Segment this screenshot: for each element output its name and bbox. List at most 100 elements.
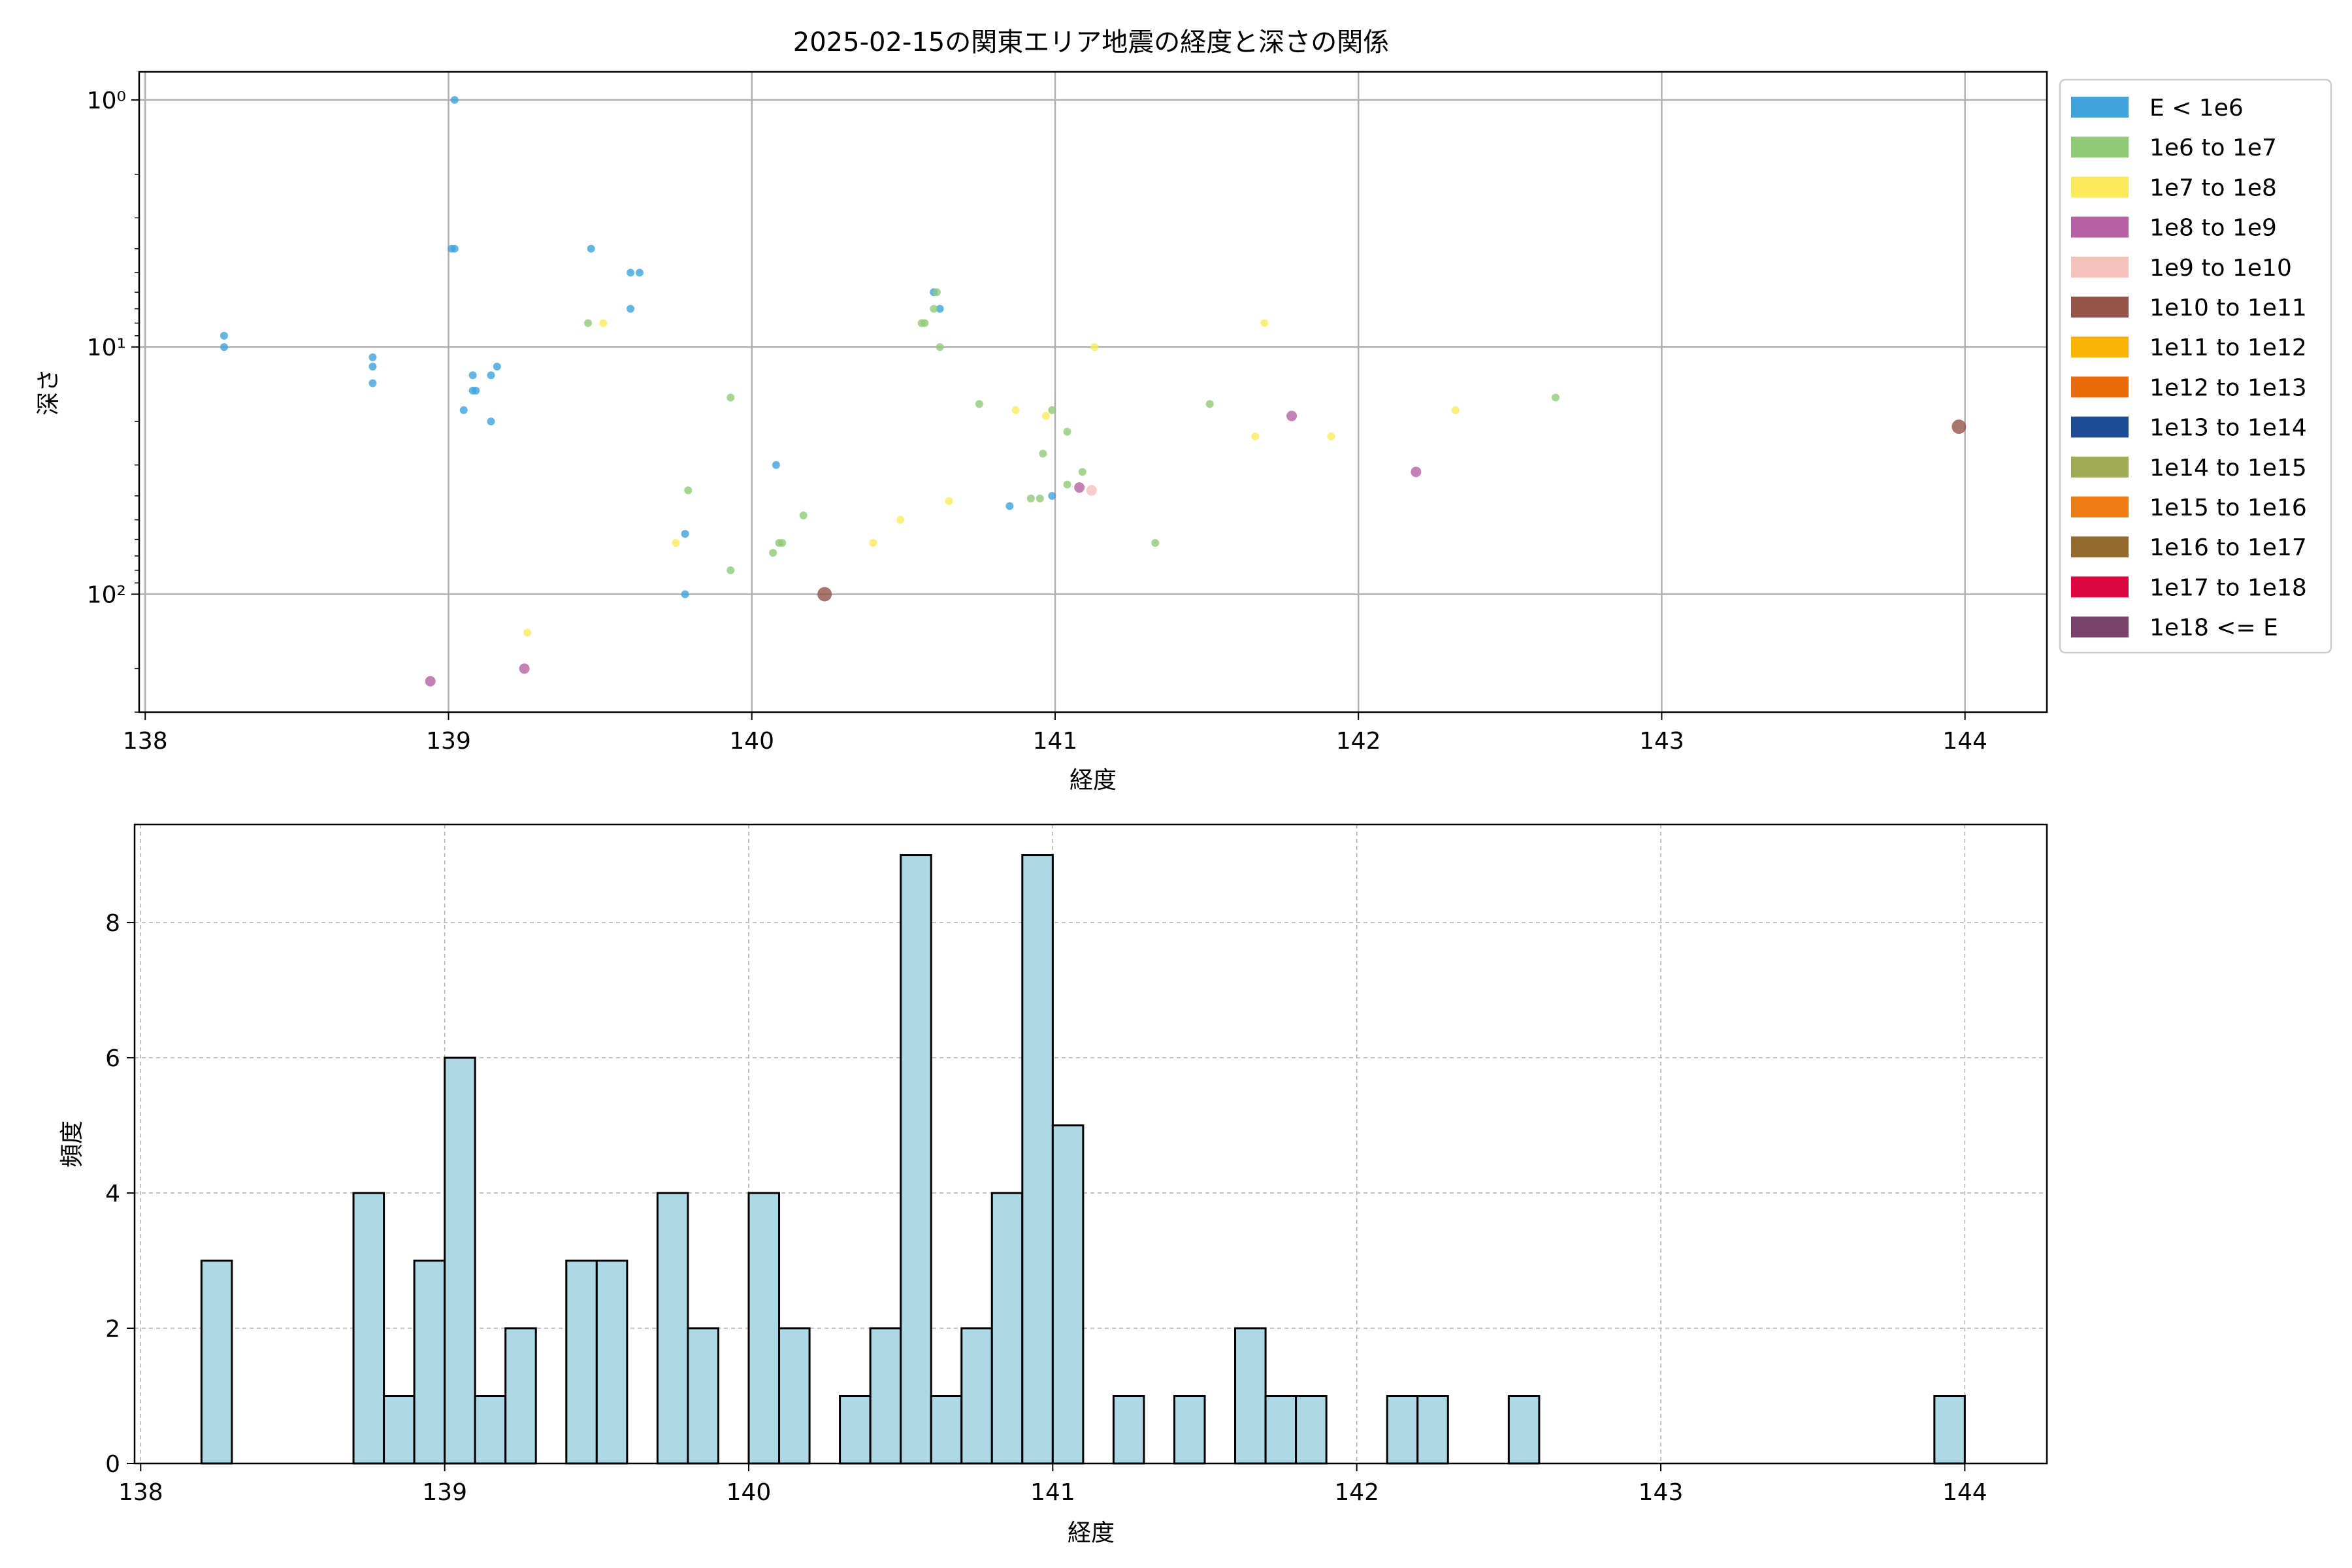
legend-swatch — [2071, 456, 2129, 478]
scatter-panel: 138 139 140 141 142 143 144 10⁰ 10¹ 10² 経度 深さ — [35, 71, 2048, 794]
histogram-bar — [1386, 1395, 1419, 1465]
scatter-x-tick-label: 139 — [426, 728, 471, 755]
legend-label: 1e6 to 1e7 — [2149, 135, 2277, 161]
scatter-point — [684, 486, 693, 495]
scatter-point — [1005, 502, 1014, 510]
scatter-point — [1260, 319, 1269, 327]
scatter-point — [1026, 495, 1035, 503]
legend-label: E < 1e6 — [2149, 95, 2244, 122]
histogram-bar — [839, 1395, 872, 1465]
scatter-point — [599, 319, 608, 327]
legend-label: 1e17 to 1e18 — [2149, 574, 2307, 601]
scatter-y-axis-label: 深さ — [35, 368, 62, 416]
scatter-point — [1086, 485, 1097, 496]
legend-swatch — [2071, 216, 2129, 238]
histogram-bar — [1234, 1327, 1267, 1465]
scatter-point — [368, 353, 377, 361]
scatter-point — [487, 371, 495, 380]
scatter-point — [1048, 491, 1056, 500]
scatter-point — [1551, 393, 1560, 402]
scatter-point — [1063, 480, 1071, 489]
scatter-gridlines — [139, 72, 2047, 712]
histogram-bar — [413, 1260, 446, 1465]
scatter-point — [1090, 343, 1099, 351]
scatter-y-tick-label: 10¹ — [87, 335, 126, 361]
histogram-x-tick-label: 144 — [1942, 1479, 1987, 1506]
scatter-point — [681, 530, 689, 538]
scatter-point — [772, 461, 780, 469]
histogram-bar — [595, 1260, 629, 1465]
histogram-x-tick-label: 142 — [1334, 1479, 1379, 1506]
scatter-point — [936, 343, 944, 351]
histogram-y-tick-label: 8 — [105, 910, 120, 937]
scatter-point — [769, 549, 777, 557]
histogram-bars — [200, 854, 1966, 1465]
legend-label: 1e11 to 1e12 — [2149, 335, 2307, 361]
scatter-point — [468, 371, 477, 380]
scatter-points — [220, 95, 1967, 687]
histogram-bar — [352, 1192, 385, 1465]
histogram-bar — [778, 1327, 811, 1465]
histogram-axes-frame — [133, 823, 2048, 1465]
histogram-bar — [960, 1327, 993, 1465]
legend-label: 1e13 to 1e14 — [2149, 415, 2307, 442]
figure-title: 2025-02-15の関東エリア地震の経度と深さの関係 — [793, 27, 1389, 57]
scatter-x-tick-label: 144 — [1942, 728, 1987, 755]
histogram-y-tick-label: 6 — [105, 1045, 120, 1072]
scatter-point — [519, 663, 530, 674]
scatter-point — [1078, 468, 1086, 476]
scatter-point — [627, 304, 635, 313]
scatter-y-tick-label: 10² — [87, 582, 126, 609]
legend-label: 1e12 to 1e13 — [2149, 374, 2307, 401]
histogram-x-tick-label: 143 — [1639, 1479, 1684, 1506]
scatter-point — [930, 304, 938, 313]
histogram-bar — [1021, 854, 1054, 1465]
histogram-x-tick-label: 138 — [118, 1479, 163, 1506]
scatter-point — [681, 590, 689, 598]
histogram-bar — [1264, 1395, 1298, 1465]
scatter-point — [1039, 449, 1047, 458]
scatter-point — [1074, 482, 1085, 493]
histogram-x-tick-label: 139 — [422, 1479, 467, 1506]
scatter-x-tick-label: 141 — [1033, 728, 1078, 755]
histogram-bar — [1295, 1395, 1328, 1465]
scatter-point — [220, 331, 228, 340]
scatter-point — [1327, 433, 1335, 441]
legend-label: 1e14 to 1e15 — [2149, 455, 2307, 482]
histogram-bar — [474, 1395, 507, 1465]
legend-swatch — [2071, 576, 2129, 598]
legend-swatch — [2071, 497, 2129, 517]
scatter-axes-frame — [138, 71, 2048, 713]
histogram-bar — [444, 1056, 476, 1465]
legend-swatch — [2071, 616, 2129, 638]
histogram-bar — [930, 1395, 963, 1465]
scatter-point — [1251, 433, 1260, 441]
legend-swatch — [2071, 416, 2129, 438]
scatter-ticks: 138 139 140 141 142 143 144 10⁰ 10¹ 10² — [87, 88, 1987, 755]
scatter-x-tick-label: 142 — [1336, 728, 1381, 755]
legend-label: 1e16 to 1e17 — [2149, 534, 2307, 561]
scatter-point — [727, 566, 735, 574]
scatter-point — [627, 269, 635, 277]
legend-label: 1e8 to 1e9 — [2149, 215, 2277, 242]
histogram-bar — [990, 1192, 1024, 1465]
legend-label: 1e18 <= E — [2149, 615, 2278, 642]
legend-swatch — [2071, 256, 2129, 278]
legend: E < 1e6 1e6 to 1e7 1e7 to 1e8 1e8 to 1e9 1e9… — [2059, 78, 2332, 654]
legend-label: 1e15 to 1e16 — [2149, 495, 2307, 521]
scatter-point — [472, 386, 480, 395]
scatter-point — [450, 95, 459, 104]
scatter-point — [1205, 400, 1214, 408]
legend-swatch — [2071, 376, 2129, 398]
scatter-point — [799, 511, 808, 519]
histogram-x-tick-label: 141 — [1030, 1479, 1075, 1506]
histogram-bar — [869, 1327, 902, 1465]
scatter-point — [1411, 466, 1422, 478]
scatter-point — [459, 406, 468, 414]
legend-swatch — [2071, 336, 2129, 358]
scatter-point — [368, 379, 377, 387]
scatter-point — [487, 417, 495, 426]
scatter-point — [921, 319, 929, 327]
histogram-x-tick-label: 140 — [727, 1479, 772, 1506]
